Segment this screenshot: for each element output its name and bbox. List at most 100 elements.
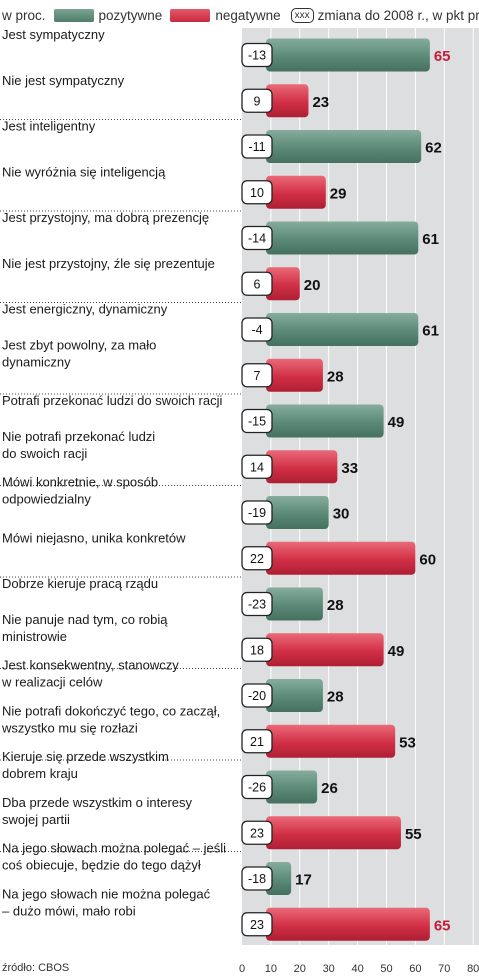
value-label: 60 <box>419 551 436 568</box>
category-label: Nie jest przystojny, źle się prezentuje <box>2 256 215 271</box>
change-box <box>241 363 273 388</box>
category-label: Jest inteligentny <box>2 119 96 134</box>
x-tick-label: 20 <box>294 963 306 975</box>
category-label: Jest konsekwentny, stanowczy <box>2 658 179 673</box>
change-box <box>241 88 273 113</box>
bar-negative <box>266 724 396 758</box>
change-box <box>241 683 273 708</box>
x-tick-label: 70 <box>438 963 450 975</box>
category-label: Jest zbyt powolny, za mało <box>2 337 156 352</box>
value-label: 29 <box>330 185 347 202</box>
category-label: dynamiczny <box>2 354 71 369</box>
legend-negative-label: negatywne <box>215 7 281 23</box>
legend-positive-swatch <box>53 8 94 22</box>
bar-positive <box>266 313 419 346</box>
bar-positive <box>266 38 430 72</box>
value-label: 23 <box>312 94 329 111</box>
category-label: dobrem kraju <box>2 766 78 781</box>
category-label: Nie wyróżnia się inteligencją <box>2 164 166 179</box>
category-label: Jest sympatyczny <box>2 27 105 42</box>
value-label: 62 <box>425 140 442 157</box>
value-label: 28 <box>327 689 344 706</box>
category-label: Dba przede wszystkim o interesy <box>2 795 193 810</box>
bar-positive <box>266 679 323 712</box>
x-tick-label: 30 <box>323 963 335 975</box>
category-label: swojej partii <box>2 812 70 827</box>
category-label: ministrowie <box>2 629 67 644</box>
x-tick-label: 0 <box>239 963 245 975</box>
category-label: Dobrze kieruje pracą rządu <box>2 576 158 591</box>
category-label: Na jego słowach można polegać – jeśli <box>2 841 226 856</box>
change-box <box>241 546 273 571</box>
change-label: 9 <box>254 94 261 108</box>
change-box <box>241 317 273 342</box>
x-tick-label: 50 <box>380 963 392 975</box>
change-box <box>241 42 273 68</box>
change-label: -26 <box>248 781 266 795</box>
category-label: wszystko mu się rozłazi <box>1 720 138 735</box>
x-tick-label: 10 <box>265 963 277 975</box>
category-label: Kieruje się przede wszystkim <box>2 749 169 764</box>
change-box <box>241 454 273 479</box>
change-box <box>241 591 273 617</box>
change-label: -19 <box>248 506 266 520</box>
change-label: 10 <box>250 186 264 200</box>
value-label: 53 <box>399 734 416 751</box>
value-label: 20 <box>304 277 321 294</box>
value-label: 33 <box>341 460 358 477</box>
bar-negative <box>266 175 326 209</box>
change-label: 7 <box>254 369 261 383</box>
change-label: 21 <box>250 735 264 749</box>
plot-background <box>242 28 479 945</box>
change-label: 23 <box>250 918 264 932</box>
bar-positive <box>266 496 329 529</box>
category-label: Mówi niejasno, unika konkretów <box>2 530 186 545</box>
category-label: Potrafi przekonać ludzi do swoich racji <box>2 393 222 408</box>
change-label: -20 <box>248 689 266 703</box>
change-label: -23 <box>248 598 266 612</box>
change-label: 23 <box>250 826 264 840</box>
bar-negative <box>266 84 309 118</box>
change-label: 14 <box>250 460 264 474</box>
change-box <box>241 271 273 296</box>
change-box <box>241 820 273 845</box>
change-box <box>241 866 273 891</box>
category-label: do swoich racji <box>2 446 87 461</box>
change-box <box>241 225 273 251</box>
value-label: 65 <box>434 48 451 65</box>
change-box <box>241 774 273 800</box>
x-tick-label: 60 <box>409 963 421 975</box>
category-label: coś obiecuje, będzie do tego dążył <box>2 858 201 873</box>
bar-positive <box>266 404 384 438</box>
value-label: 28 <box>327 368 344 385</box>
change-box <box>241 134 273 159</box>
value-label: 17 <box>295 872 312 889</box>
bar-positive <box>266 130 422 163</box>
change-label: -4 <box>251 323 262 337</box>
category-label: Mówi konkretnie, w sposób <box>2 475 158 490</box>
change-label: -11 <box>248 140 265 154</box>
bar-negative <box>266 816 401 850</box>
category-label: w realizacji celów <box>1 675 103 690</box>
bar-negative <box>266 633 384 667</box>
value-label: 61 <box>422 231 439 248</box>
change-box <box>241 408 273 434</box>
category-label: Jest energiczny, dynamiczny <box>2 302 168 317</box>
category-label: Jest przystojny, ma dobrą prezencję <box>2 210 209 225</box>
value-label: 30 <box>333 506 350 523</box>
bar-negative <box>266 267 300 301</box>
category-label: – dużo mówi, mało robi <box>2 903 136 918</box>
bar-positive <box>266 770 318 804</box>
bar-negative <box>266 358 323 392</box>
category-label: odpowiedzialny <box>2 492 91 507</box>
legend-change-label: zmiana do 2008 r., w pkt proc. <box>317 7 479 23</box>
category-label: Nie potrafi dokończyć tego, co zaczął, <box>2 703 220 718</box>
change-label: -15 <box>248 415 266 429</box>
category-label: Na jego słowach nie można polegać <box>2 886 211 901</box>
change-label: 22 <box>250 552 264 566</box>
change-label: -14 <box>248 232 266 246</box>
category-label: Nie panuje nad tym, co robią <box>2 612 168 627</box>
bar-negative <box>266 541 416 575</box>
change-box <box>241 180 273 205</box>
